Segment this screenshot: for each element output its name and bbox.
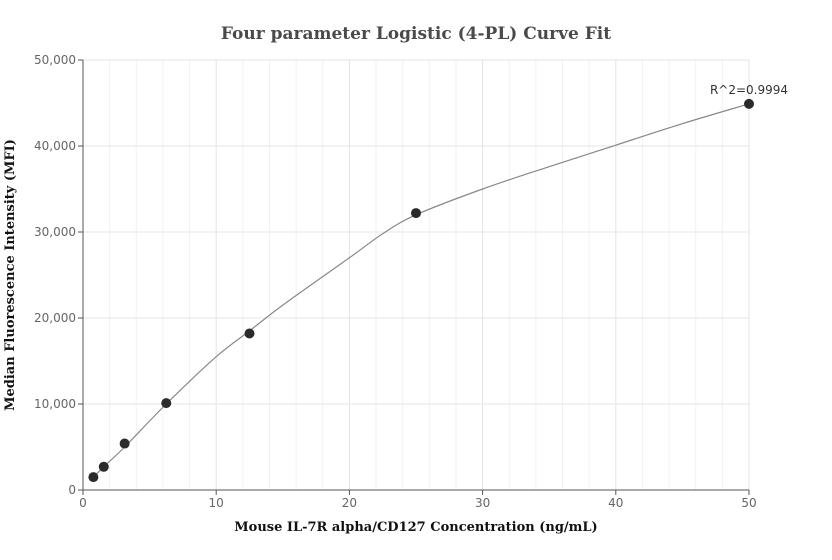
fit-curve — [92, 103, 750, 478]
y-tick-label: 20,000 — [34, 311, 76, 325]
data-point — [161, 398, 172, 409]
data-point — [411, 208, 421, 219]
grid — [83, 59, 750, 490]
data-point — [744, 98, 754, 109]
y-tick-label: 0 — [68, 483, 76, 497]
y-tick-label: 30,000 — [34, 225, 76, 239]
data-point — [98, 461, 109, 472]
y-tick-label: 40,000 — [34, 139, 76, 153]
axes — [78, 59, 750, 495]
x-axis-label: Mouse IL-7R alpha/CD127 Concentration (n… — [234, 520, 597, 535]
data-point — [88, 472, 99, 483]
y-tick-label: 10,000 — [34, 397, 76, 411]
y-axis-label: Median Fluorescence Intensity (MFI) — [3, 139, 18, 411]
chart-title: Four parameter Logistic (4-PL) Curve Fit — [221, 24, 611, 44]
y-tick-label: 50,000 — [34, 53, 76, 67]
r-squared-annotation: R^2=0.9994 — [710, 83, 788, 97]
x-tick-label: 50 — [741, 496, 756, 510]
x-tick-label: 10 — [209, 496, 224, 510]
data-points — [88, 98, 754, 483]
x-tick-label: 0 — [79, 496, 87, 510]
data-point — [119, 438, 130, 449]
data-point — [244, 328, 255, 339]
x-tick-label: 40 — [608, 496, 623, 510]
x-tick-label: 20 — [342, 496, 357, 510]
tick-labels: 0 10 20 30 40 50 0 10,000 20,000 30,000 40,000 50,0… — [34, 53, 757, 510]
x-tick-label: 30 — [475, 496, 490, 510]
